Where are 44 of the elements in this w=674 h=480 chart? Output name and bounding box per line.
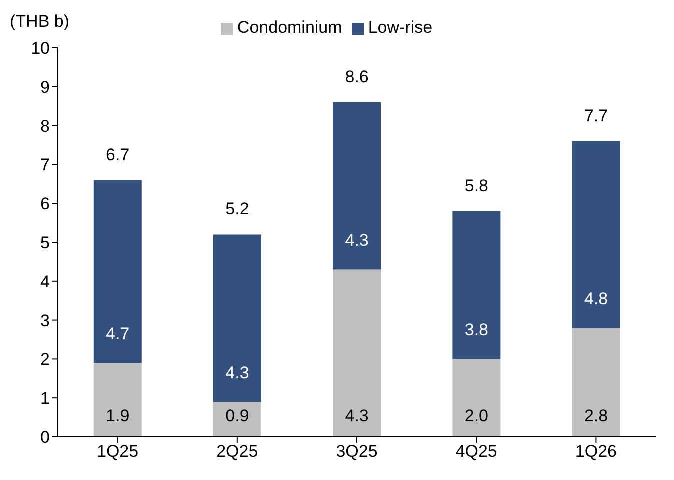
bar — [94, 180, 142, 364]
total-label: 5.8 — [464, 176, 488, 196]
bar — [572, 328, 620, 437]
data-label: 4.7 — [106, 324, 130, 344]
x-tick-label: 2Q25 — [216, 442, 258, 462]
total-label: 5.2 — [226, 200, 250, 219]
data-label: 4.8 — [584, 290, 608, 309]
bar — [94, 363, 142, 437]
y-tick-label: 9 — [40, 78, 50, 97]
x-tick-label: 1Q26 — [575, 442, 617, 462]
total-label: 7.7 — [584, 106, 608, 126]
bar — [333, 270, 382, 437]
x-tick-label: 1Q25 — [97, 442, 139, 462]
legend-label: Condominium — [237, 18, 342, 37]
x-tick-label: 4Q25 — [456, 442, 498, 462]
y-tick-label: 4 — [40, 272, 50, 292]
y-tick-label: 7 — [40, 156, 50, 175]
y-tick-label: 2 — [40, 350, 50, 370]
data-label: 2.0 — [464, 406, 488, 426]
y-tick-label: 8 — [40, 116, 50, 136]
y-tick-label: 1 — [40, 389, 50, 408]
y-tick-label: 3 — [40, 311, 50, 330]
x-tick-label: 3Q25 — [336, 442, 378, 462]
y-tick-label: 5 — [40, 234, 50, 253]
y-axis-title: (THB b) — [10, 12, 70, 32]
bar — [333, 102, 382, 270]
data-label: 4.3 — [226, 363, 250, 382]
total-label: 6.7 — [106, 145, 130, 164]
bar — [213, 234, 262, 402]
bar — [452, 359, 501, 437]
y-tick-label: 6 — [40, 194, 50, 214]
data-label: 3.8 — [464, 320, 488, 340]
data-label: 2.8 — [584, 406, 608, 426]
bar — [452, 211, 501, 360]
bar — [572, 141, 620, 328]
total-label: 8.6 — [345, 67, 369, 86]
data-label: 1.9 — [106, 406, 130, 426]
y-tick-label: 0 — [40, 428, 50, 448]
legend-label: Low-rise — [368, 18, 433, 37]
y-tick-label: 10 — [31, 39, 50, 58]
data-label: 4.3 — [345, 231, 369, 250]
bar — [213, 402, 262, 437]
data-label: 4.3 — [345, 406, 369, 426]
data-label: 0.9 — [226, 406, 250, 426]
